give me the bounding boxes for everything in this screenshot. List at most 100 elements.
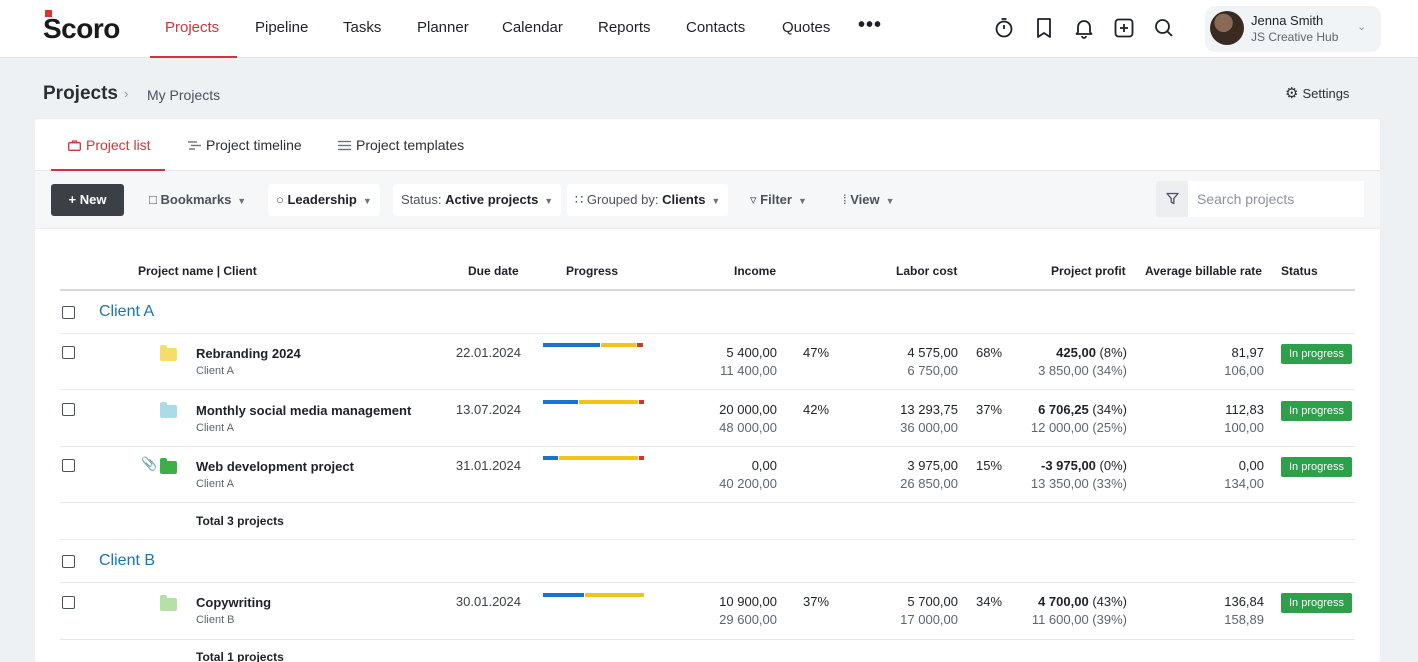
nav-more-icon[interactable]: ••• <box>858 14 883 36</box>
timeline-icon <box>188 141 201 150</box>
column-header-average-billable-rate[interactable]: Average billable rate <box>1145 264 1262 278</box>
group-checkbox[interactable] <box>62 555 75 568</box>
grouped-value: Clients <box>662 192 706 207</box>
tab-project-list[interactable]: Project list <box>68 137 151 153</box>
labor-cost-planned: 17 000,00 <box>900 612 958 627</box>
billable-rate-planned: 106,00 <box>1224 363 1264 378</box>
top-navigation: Scoro Projects Pipeline Tasks Planner Ca… <box>0 0 1418 58</box>
progress-segment-done <box>543 343 600 347</box>
caret-down-icon: ▼ <box>237 196 247 206</box>
gear-icon: ⚙ <box>1285 85 1299 102</box>
grid-icon: ∷ <box>575 192 584 207</box>
income-value: 20 000,00 <box>719 402 777 417</box>
status-badge[interactable]: In progress <box>1281 401 1352 421</box>
group-name[interactable]: Client A <box>99 303 155 320</box>
page-title[interactable]: Projects <box>43 83 118 104</box>
nav-reports[interactable]: Reports <box>598 19 651 36</box>
group-total: Total 1 projects <box>196 650 284 662</box>
breadcrumb-current: My Projects <box>147 87 221 103</box>
column-header-labor-cost[interactable]: Labor cost <box>896 264 958 278</box>
timer-icon[interactable] <box>992 16 1016 40</box>
tab-project-templates[interactable]: Project templates <box>338 137 464 153</box>
project-client: Client A <box>196 365 234 377</box>
user-icon: ○ <box>276 192 284 207</box>
project-client: Client A <box>196 478 234 490</box>
project-name[interactable]: Copywriting <box>196 595 272 610</box>
bookmark-icon[interactable] <box>1032 16 1056 40</box>
status-filter-dropdown[interactable]: Status: Active projects ▼ <box>393 184 562 216</box>
group-name[interactable]: Client B <box>99 552 156 569</box>
progress-bar <box>543 593 644 597</box>
status-badge[interactable]: In progress <box>1281 457 1352 477</box>
income-percent: 42% <box>803 402 830 417</box>
row-checkbox[interactable] <box>62 459 75 472</box>
status-badge[interactable]: In progress <box>1281 344 1352 364</box>
columns-icon: ⁞ <box>843 192 847 207</box>
group-by-dropdown[interactable]: ∷ Grouped by: Clients ▼ <box>567 184 729 216</box>
paperclip-icon[interactable]: 📎 <box>141 456 158 471</box>
funnel-icon[interactable] <box>1156 181 1188 217</box>
plus-square-icon[interactable] <box>1112 16 1136 40</box>
progress-segment-done <box>543 400 578 404</box>
due-date: 30.01.2024 <box>455 594 521 609</box>
tab-label: Project templates <box>356 137 465 153</box>
column-header-project-name[interactable]: Project name | Client <box>138 264 257 278</box>
income-planned: 29 600,00 <box>719 612 777 627</box>
nav-planner[interactable]: Planner <box>417 19 469 36</box>
progress-segment-done <box>543 456 558 460</box>
project-name[interactable]: Rebranding 2024 <box>196 346 301 361</box>
column-header-income[interactable]: Income <box>734 264 777 278</box>
row-divider <box>60 582 1355 583</box>
profit-planned: 12 000,00 (25%) <box>1030 420 1127 435</box>
progress-bar <box>543 343 643 347</box>
row-checkbox[interactable] <box>62 403 75 416</box>
column-header-due-date[interactable]: Due date <box>468 264 519 278</box>
row-checkbox[interactable] <box>62 346 75 359</box>
project-name[interactable]: Monthly social media management <box>196 403 412 418</box>
status-badge[interactable]: In progress <box>1281 593 1352 613</box>
project-name[interactable]: Web development project <box>196 459 354 474</box>
leadership-dropdown[interactable]: ○ Leadership ▼ <box>268 184 380 216</box>
income-percent: 37% <box>803 594 830 609</box>
nav-projects[interactable]: Projects <box>165 19 220 36</box>
nav-contacts[interactable]: Contacts <box>686 19 746 36</box>
projects-panel: Project list Project timeline Project te… <box>35 119 1380 662</box>
grouped-prefix: Grouped by: <box>586 192 659 207</box>
tab-project-timeline[interactable]: Project timeline <box>188 137 302 153</box>
bookmarks-dropdown[interactable]: □ Bookmarks ▼ <box>141 184 254 216</box>
filter-dropdown[interactable]: ▿ Filter ▼ <box>742 184 815 216</box>
column-header-status[interactable]: Status <box>1281 264 1318 278</box>
settings-button[interactable]: ⚙ Settings <box>1285 84 1349 102</box>
income-value: 0,00 <box>751 458 777 473</box>
tab-bar: Project list Project timeline Project te… <box>35 119 1380 171</box>
billable-rate: 0,00 <box>1238 458 1264 473</box>
search-icon[interactable] <box>1152 16 1176 40</box>
bell-icon[interactable] <box>1072 16 1096 40</box>
view-dropdown[interactable]: ⁞ View ▼ <box>835 184 903 216</box>
profit-value: 6 706,25 (34%) <box>1038 402 1127 417</box>
labor-cost-planned: 26 850,00 <box>900 476 958 491</box>
group-checkbox[interactable] <box>62 306 75 319</box>
column-header-project-profit[interactable]: Project profit <box>1051 264 1126 278</box>
nav-quotes[interactable]: Quotes <box>782 19 831 36</box>
settings-label: Settings <box>1302 86 1350 101</box>
nav-tasks[interactable]: Tasks <box>343 19 382 36</box>
search-input[interactable] <box>1188 181 1364 217</box>
profit-value: 4 700,00 (43%) <box>1038 594 1127 609</box>
user-menu[interactable]: Jenna Smith JS Creative Hub ⌄ <box>1205 6 1381 52</box>
nav-pipeline[interactable]: Pipeline <box>255 19 309 36</box>
row-checkbox[interactable] <box>62 596 75 609</box>
column-header-progress[interactable]: Progress <box>566 264 619 278</box>
income-planned: 40 200,00 <box>719 476 777 491</box>
tab-label: Project list <box>86 137 151 153</box>
group-total: Total 3 projects <box>196 514 284 528</box>
scoro-logo[interactable]: Scoro <box>43 10 120 45</box>
user-name: Jenna Smith <box>1251 13 1324 28</box>
new-project-button[interactable]: + New <box>51 184 124 216</box>
labor-cost-planned: 36 000,00 <box>900 420 958 435</box>
nav-calendar[interactable]: Calendar <box>502 19 563 36</box>
profit-planned: 13 350,00 (33%) <box>1030 476 1127 491</box>
folder-icon <box>160 345 177 361</box>
profit-value: -3 975,00 (0%) <box>1040 458 1127 473</box>
bookmarks-label: Bookmarks <box>160 192 232 207</box>
